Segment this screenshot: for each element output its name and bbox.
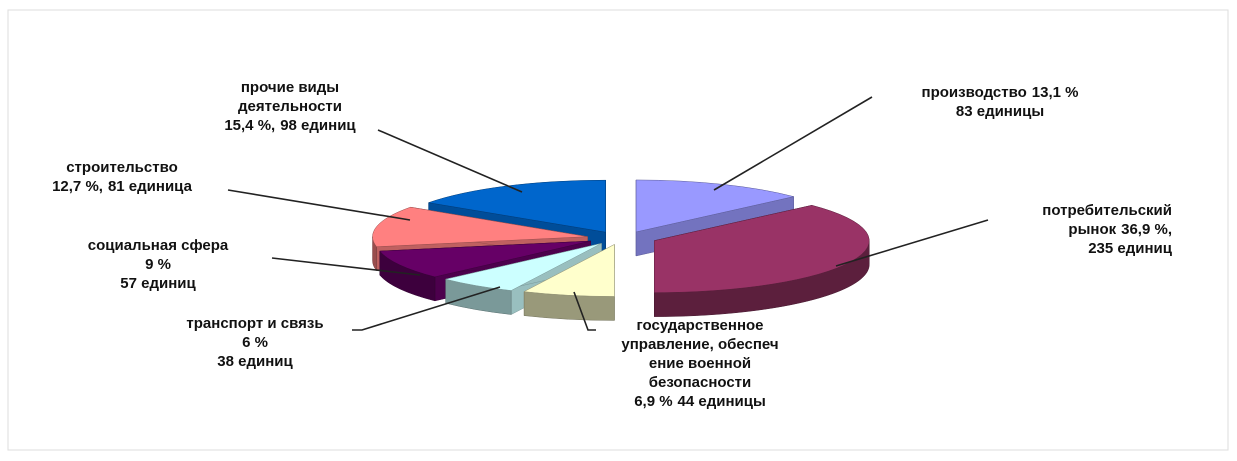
label-part: безопасности — [649, 374, 752, 391]
data-label: безопасности — [649, 374, 752, 391]
leader-line — [835, 219, 989, 267]
label-part: 38 единиц — [217, 353, 293, 370]
data-label: управление, обеспеч — [621, 336, 778, 353]
data-label: 15,4 %, 98 единиц — [224, 117, 356, 134]
label-part: потребительский — [1042, 202, 1172, 219]
slice — [635, 179, 794, 233]
leader-line — [227, 189, 411, 221]
label-part: 57 единиц — [120, 275, 196, 292]
slice — [654, 204, 870, 317]
data-label: 57 единиц — [120, 275, 196, 292]
pie — [372, 179, 870, 321]
data-label: производство 13,1 % — [922, 84, 1079, 101]
slice — [523, 244, 615, 321]
leader-line — [713, 96, 873, 191]
label-part: управление, обеспеч — [621, 336, 778, 353]
leader-line — [271, 257, 421, 276]
leader-line — [377, 129, 523, 193]
data-label: деятельности — [238, 98, 342, 115]
label-part: 83 единицы — [956, 103, 1044, 120]
data-label: 6,9 % 44 единицы — [634, 393, 766, 410]
data-labels: производство 13,1 % 83 единицы потребительс… — [52, 79, 1173, 410]
data-label: 9 % — [145, 256, 171, 273]
data-label: 12,7 %, 81 единица — [52, 178, 192, 195]
label-part: 98 единиц — [280, 117, 356, 134]
data-label: ение военной — [649, 355, 751, 372]
data-label: потребительский — [1042, 202, 1172, 219]
data-label: 38 единиц — [217, 353, 293, 370]
label-part: 6 % — [242, 334, 268, 351]
data-label: прочие виды — [241, 79, 339, 96]
slice — [372, 206, 588, 247]
label-part: прочие виды — [241, 79, 339, 96]
slice — [445, 243, 602, 291]
label-part: государственное — [636, 317, 763, 334]
leader-line — [352, 286, 501, 331]
data-label: 83 единицы — [956, 103, 1044, 120]
data-label: транспорт и связь — [186, 315, 323, 332]
data-label: строительство — [66, 159, 178, 176]
slice — [523, 244, 615, 297]
slice — [428, 179, 606, 233]
label-part: 44 единицы — [678, 393, 766, 410]
label-part: рынок — [1068, 221, 1116, 238]
label-part: ение военной — [649, 355, 751, 372]
label-part: 81 единица — [108, 178, 193, 195]
slice — [379, 240, 591, 278]
leader-line — [573, 291, 596, 331]
data-label: социальная сфера — [88, 237, 229, 254]
label-part: 13,1 % — [1032, 84, 1079, 101]
label-part: деятельности — [238, 98, 342, 115]
chart-frame — [7, 9, 1229, 451]
label-part: 36,9 %, — [1121, 221, 1172, 238]
label-part: социальная сфера — [88, 237, 229, 254]
label-part: производство — [922, 84, 1027, 101]
label-part: 15,4 %, — [224, 117, 275, 134]
label-part: 6,9 % — [634, 393, 672, 410]
label-part: 9 % — [145, 256, 171, 273]
data-label: государственное — [636, 317, 763, 334]
leader-lines — [227, 96, 989, 331]
data-label: рынок 36,9 %, — [1068, 221, 1172, 238]
label-part: 235 единиц — [1088, 240, 1173, 257]
label-part: транспорт и связь — [186, 315, 323, 332]
label-part: 12,7 %, — [52, 178, 103, 195]
data-label: 6 % — [242, 334, 268, 351]
data-label: 235 единиц — [1088, 240, 1173, 257]
label-part: строительство — [66, 159, 178, 176]
